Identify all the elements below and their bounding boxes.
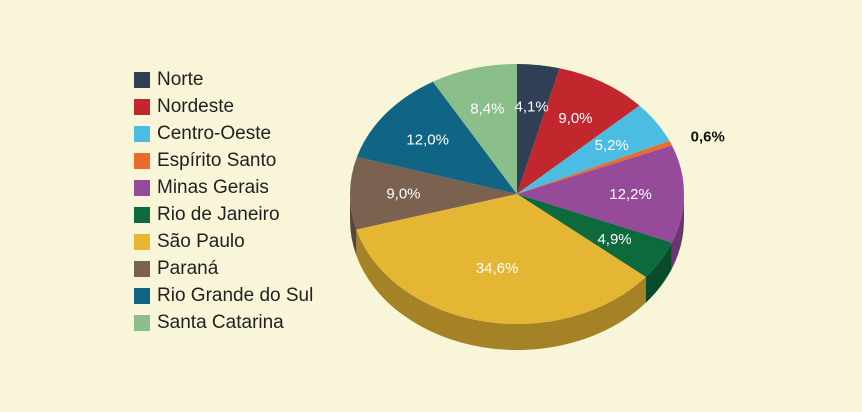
legend-swatch bbox=[134, 71, 150, 88]
legend-swatch bbox=[134, 98, 150, 115]
pie-slice-espirito-santo bbox=[517, 140, 672, 194]
pie-slice-rio-de-janeiro bbox=[517, 194, 672, 277]
slice-label-centro-oeste: 5,2% bbox=[595, 137, 629, 154]
slice-label-santa-catarina: 8,4% bbox=[470, 101, 504, 118]
pie-slices bbox=[350, 64, 685, 325]
slice-label-nordeste: 9,0% bbox=[558, 110, 592, 127]
legend-swatch bbox=[134, 179, 150, 196]
pie-side-sao-paulo bbox=[356, 229, 646, 351]
pie-slice-nordeste bbox=[517, 68, 640, 194]
pie-side-parana bbox=[350, 194, 357, 256]
pie-slice-sao-paulo bbox=[356, 194, 646, 325]
legend-item-sao-paulo: São Paulo bbox=[134, 228, 313, 255]
legend-label: Minas Gerais bbox=[157, 176, 269, 198]
legend-item-rio-de-janeiro: Rio de Janeiro bbox=[134, 201, 313, 228]
legend-swatch bbox=[134, 206, 150, 223]
slice-label-parana: 9,0% bbox=[386, 185, 420, 202]
pie-slice-parana bbox=[350, 156, 517, 230]
slice-label-norte: 4,1% bbox=[514, 98, 548, 115]
pie-side-minas-gerais bbox=[671, 194, 684, 269]
legend-label: Rio Grande do Sul bbox=[157, 284, 314, 306]
legend-swatch bbox=[134, 314, 150, 331]
pie-side-rio-de-janeiro bbox=[645, 242, 672, 303]
pie-labels: 4,1%9,0%5,2%0,6%12,2%4,9%34,6%9,0%12,0%8… bbox=[386, 98, 725, 276]
slice-label-minas-gerais: 12,2% bbox=[609, 186, 652, 203]
legend-label: Nordeste bbox=[157, 95, 235, 117]
pie-slice-santa-catarina bbox=[432, 64, 517, 194]
pie-slice-rio-grande-do-sul bbox=[356, 81, 517, 194]
legend-label: Rio de Janeiro bbox=[157, 203, 280, 225]
legend-swatch bbox=[134, 260, 150, 277]
legend-label: Espírito Santo bbox=[157, 149, 277, 171]
legend-label: Paraná bbox=[157, 257, 219, 279]
legend-item-espirito-santo: Espírito Santo bbox=[134, 147, 313, 174]
pie-slice-minas-gerais bbox=[517, 145, 685, 243]
legend-swatch bbox=[134, 125, 150, 142]
slice-label-espirito-santo: 0,6% bbox=[691, 129, 725, 146]
legend-item-parana: Paraná bbox=[134, 255, 313, 282]
legend-item-santa-catarina: Santa Catarina bbox=[134, 309, 313, 336]
legend-item-nordeste: Nordeste bbox=[134, 93, 313, 120]
pie-sides bbox=[350, 194, 684, 351]
legend-label: Santa Catarina bbox=[157, 311, 284, 333]
legend-label: Centro-Oeste bbox=[157, 122, 272, 144]
slice-label-sao-paulo: 34,6% bbox=[476, 260, 519, 277]
legend-swatch bbox=[134, 152, 150, 169]
slice-label-rio-grande-do-sul: 12,0% bbox=[406, 131, 449, 148]
chart-legend: Norte Nordeste Centro-Oeste Espírito Santo M… bbox=[134, 66, 313, 336]
pie-slice-centro-oeste bbox=[517, 105, 670, 194]
legend-item-centro-oeste: Centro-Oeste bbox=[134, 120, 313, 147]
legend-swatch bbox=[134, 233, 150, 250]
legend-item-rio-grande-do-sul: Rio Grande do Sul bbox=[134, 282, 313, 309]
pie-slice-norte bbox=[517, 64, 560, 194]
legend-swatch bbox=[134, 287, 150, 304]
legend-item-minas-gerais: Minas Gerais bbox=[134, 174, 313, 201]
legend-item-norte: Norte bbox=[134, 66, 313, 93]
legend-label: São Paulo bbox=[157, 230, 245, 252]
slice-label-rio-de-janeiro: 4,9% bbox=[597, 231, 631, 248]
legend-label: Norte bbox=[157, 68, 204, 90]
